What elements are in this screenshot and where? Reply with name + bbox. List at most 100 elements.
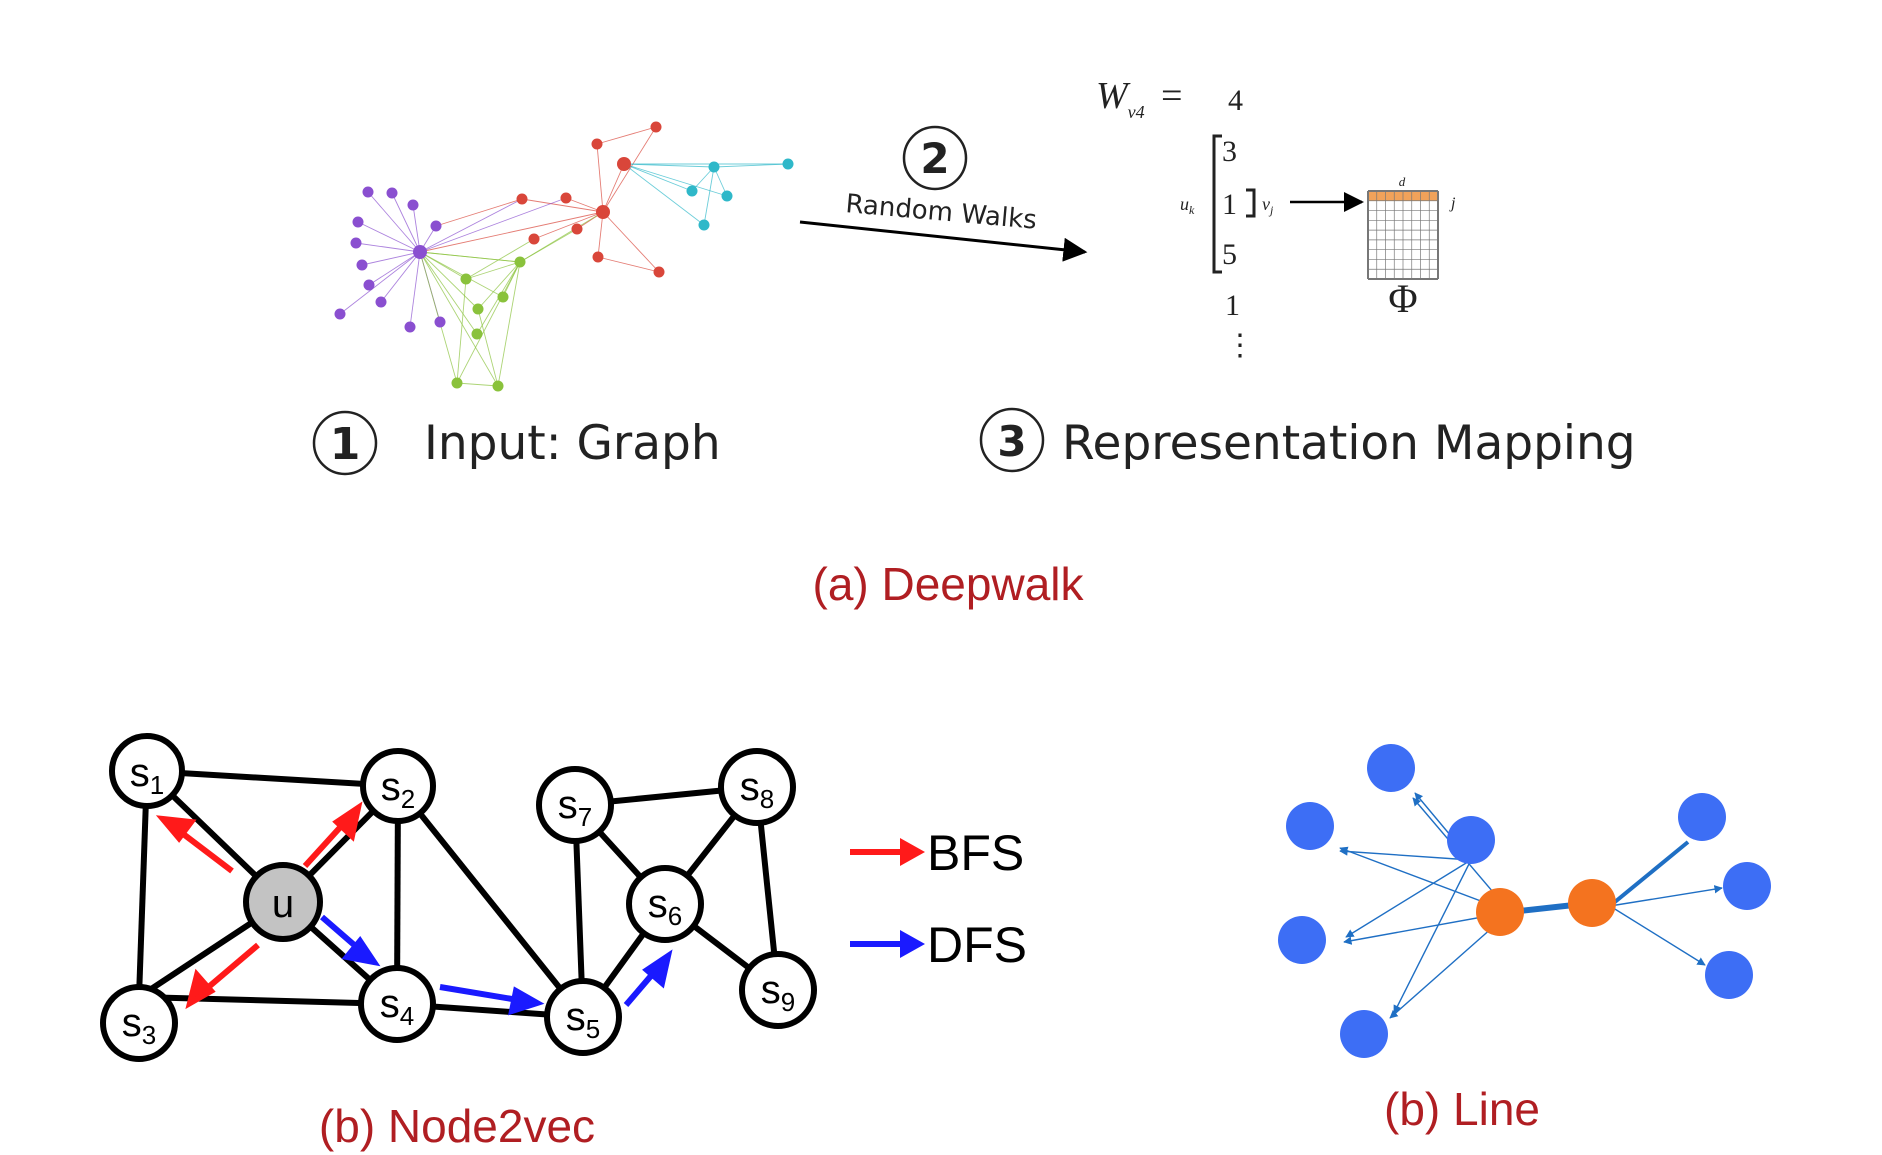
line-node [1367,744,1415,792]
graph-node [451,377,463,389]
graph-edge [703,166,715,226]
step3-label: Representation Mapping [1062,416,1636,471]
graph-edge [597,211,604,258]
graph-node [413,245,427,259]
svg-text:s2: s2 [381,765,415,814]
graph-node [650,121,662,133]
graph-edge [497,261,521,387]
line-panel: (b) Line [1278,744,1771,1135]
graph-edge [623,163,693,192]
node-s4: s4 [358,965,436,1043]
graph-edge [456,278,467,384]
svg-text:s7: s7 [558,783,592,832]
walk-value-1: 4 [1228,84,1243,117]
svg-text:s1: s1 [130,751,164,800]
graph-node [363,279,375,291]
legend-bfs: BFS [850,825,1024,881]
graph-edge [477,308,499,387]
graph-edge [380,251,421,303]
graph-node [592,251,604,263]
step2-circle [902,125,968,191]
dfs-arrows [320,914,673,1016]
graph-node [434,316,446,328]
graph-edge [521,198,604,213]
graph-node [686,185,698,197]
walk-value-5: 1 [1225,289,1240,322]
line-node [1286,802,1334,850]
line-edges [1339,792,1723,1019]
graph-edge [596,126,657,145]
svg-text:s9: s9 [761,968,795,1017]
graph-node [362,186,374,198]
embedding-matrix [1367,190,1439,280]
graph-edge [419,251,478,335]
node-u: u [243,862,323,942]
graph-edge [419,197,567,253]
graph-edge [602,126,657,213]
matrix-symbol: Φ [1388,276,1417,321]
graph-node [471,328,483,340]
graph-node [528,233,540,245]
walk-value-2: 3 [1222,135,1237,168]
col-label: vj [1262,194,1274,217]
line-caption: (b) Line [1384,1083,1540,1135]
graph-edge [465,238,535,280]
step1-number: 1 [330,419,361,470]
graph-node [653,266,665,278]
graph-node [352,216,364,228]
graph-edge [355,242,421,253]
svg-text:s6: s6 [648,882,682,931]
graph-edge [361,251,421,266]
walk-value-3: 1 [1222,188,1237,221]
graph-edge [368,251,421,286]
step3-number: 3 [997,417,1026,466]
step3-circle [979,407,1045,473]
step1-circle [312,410,378,476]
graph-node [782,158,794,170]
graph-edge [419,251,521,263]
formula-lhs: Wv4 = [1096,75,1184,122]
svg-text:u: u [272,882,294,926]
svg-text:DFS: DFS [927,917,1027,973]
graph-edge [596,143,604,213]
graph-node [375,296,387,308]
deepwalk-caption: (a) Deepwalk [813,558,1085,610]
input-graph [334,121,794,392]
line-node [1723,862,1771,910]
graph-edge [419,211,604,253]
graph-node [560,192,572,204]
graph-node [514,256,526,268]
step1-label: Input: Graph [424,416,721,471]
svg-text:s4: s4 [380,982,414,1031]
graph-edge [623,163,705,226]
line-node [1278,916,1326,964]
graph-node [350,237,362,249]
graph-edge [597,256,660,273]
graph-node [356,259,368,271]
graph-edge [435,198,523,227]
node-s3: s3 [100,984,178,1062]
random-walk-arrow [799,220,1088,262]
line-node [1678,793,1726,841]
step2-number: 2 [920,134,949,183]
graph-node [386,187,398,199]
graph-edge [533,211,604,240]
node-s2: s2 [360,748,436,824]
row-label: uk [1180,194,1195,217]
graph-edge [602,211,660,273]
svg-text:s3: s3 [122,1001,156,1050]
graph-node [430,220,442,232]
walk-ellipsis: ⋮ [1225,329,1255,362]
graph-edge [477,261,521,310]
window-bracket-left [1212,134,1222,274]
graph-node [596,205,610,219]
line-strong-edge-2 [1608,840,1690,908]
matrix-row-label: j [1449,195,1456,212]
graph-node [492,380,504,392]
graph-edge [519,228,578,263]
graph-node [698,219,710,231]
line-center-node [1568,879,1616,927]
graph-edge [419,251,479,310]
graph-edge [419,251,499,387]
